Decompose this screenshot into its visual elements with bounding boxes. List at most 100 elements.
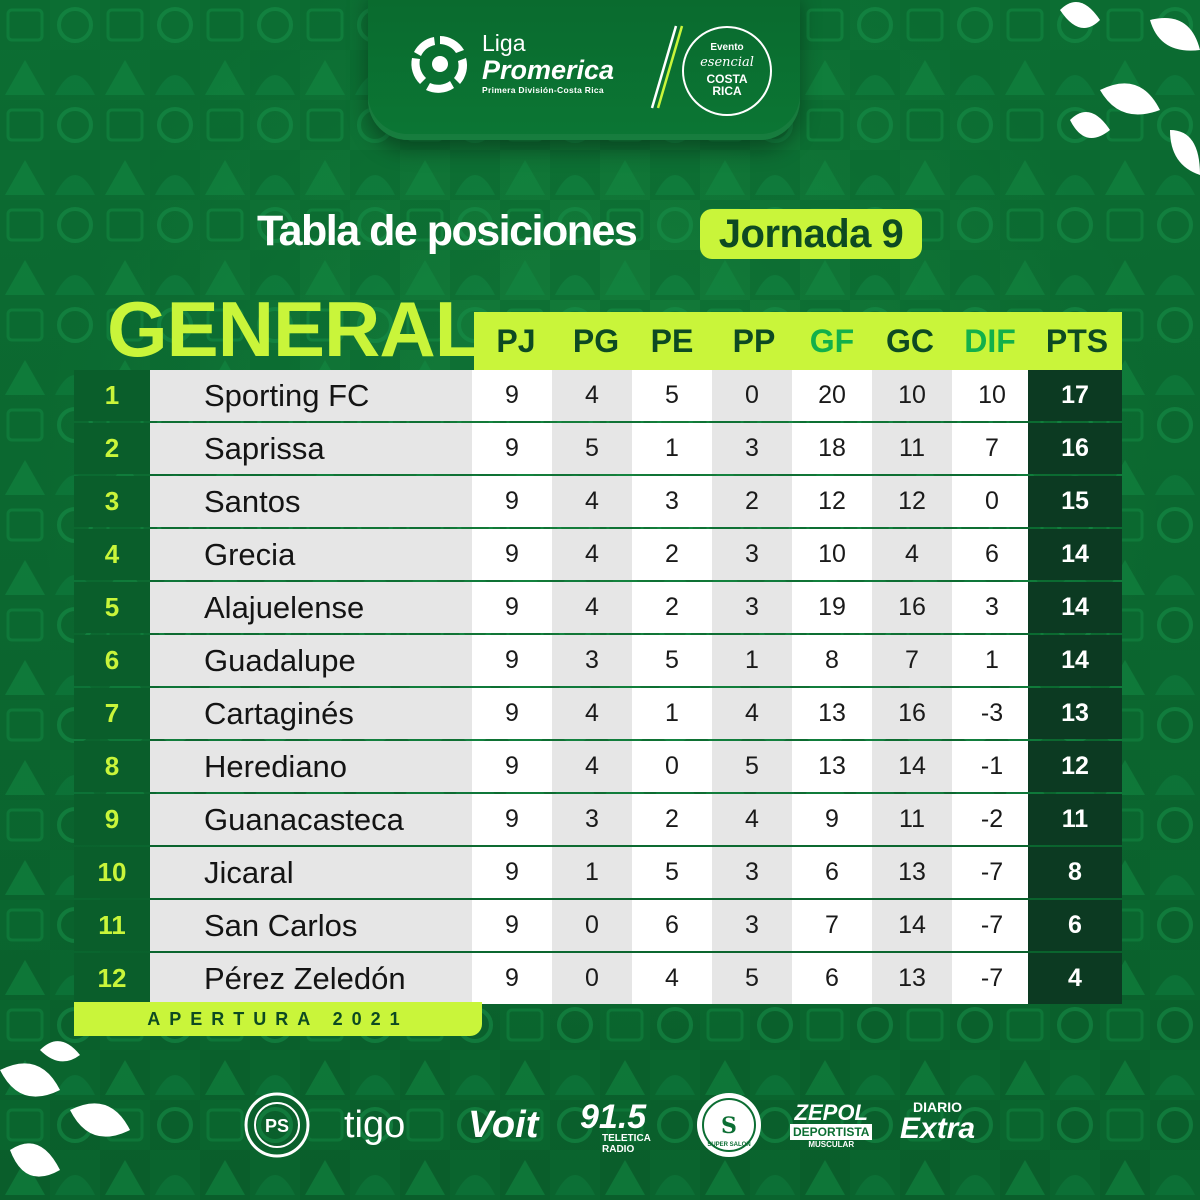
stat-pts: 16 xyxy=(1028,423,1122,474)
stat-pe: 6 xyxy=(632,900,712,951)
stat-pts: 14 xyxy=(1028,529,1122,580)
stat-pg: 3 xyxy=(552,794,632,845)
team-name: Herediano xyxy=(204,749,348,784)
zepol-line3: MUSCULAR xyxy=(808,1140,855,1149)
team-name: Saprissa xyxy=(204,431,325,466)
evento-line3b: RICA xyxy=(712,84,742,98)
stat-pj: 9 xyxy=(472,953,552,1004)
brand-big: Promerica xyxy=(482,55,615,85)
stat-dif: 3 xyxy=(952,582,1032,633)
stat-pj: 9 xyxy=(472,529,552,580)
table-row: 12 Pérez Zeledón 9 0 4 5 6 13 -7 4 xyxy=(74,953,1122,1006)
leaf-decoration-bottom-left-icon xyxy=(0,1041,130,1177)
stat-pj: 9 xyxy=(472,476,552,527)
position-cell: 4 xyxy=(74,529,150,580)
stat-gf: 20 xyxy=(792,370,872,421)
stat-pj: 9 xyxy=(472,635,552,686)
stat-gc: 14 xyxy=(872,900,952,951)
svg-text:PS: PS xyxy=(265,1116,289,1136)
diario-line2: Extra xyxy=(900,1112,976,1145)
super-salon-text: SUPER SALON xyxy=(707,1142,751,1148)
col-dif: DIF xyxy=(964,323,1016,359)
stat-pp: 4 xyxy=(712,688,792,739)
position-cell: 7 xyxy=(74,688,150,739)
stat-pg: 4 xyxy=(552,476,632,527)
radio-line1: TELETICA xyxy=(602,1133,651,1144)
stat-pp: 3 xyxy=(712,582,792,633)
table-row: 3 Santos 9 4 3 2 12 12 0 15 xyxy=(74,476,1122,529)
stat-pts: 14 xyxy=(1028,635,1122,686)
table-row: 1 Sporting FC 9 4 5 0 20 10 10 17 xyxy=(74,370,1122,423)
diario-extra-logo: DIARIO Extra xyxy=(900,1100,975,1144)
apertura-banner: APERTURA 2021 xyxy=(74,1002,482,1036)
zepol-line2: DEPORTISTA xyxy=(790,1124,873,1140)
evento-line3: COSTA RICA xyxy=(682,73,772,97)
stat-gf: 13 xyxy=(792,741,872,792)
team-name: Guanacasteca xyxy=(204,802,404,837)
evento-esencial-badge: Evento esencial COSTA RICA xyxy=(682,26,772,116)
team-name: Pérez Zeledón xyxy=(204,961,406,996)
stat-pj: 9 xyxy=(472,900,552,951)
stat-pj: 9 xyxy=(472,794,552,845)
stat-gf: 18 xyxy=(792,423,872,474)
stat-pg: 0 xyxy=(552,900,632,951)
team-name: Sporting FC xyxy=(204,378,370,413)
stat-gf: 6 xyxy=(792,953,872,1004)
col-gf: GF xyxy=(809,323,855,359)
col-pts: PTS xyxy=(1045,323,1109,359)
voit-logo: Voit xyxy=(468,1104,539,1146)
col-pp: PP xyxy=(732,323,776,359)
super-salon-logo: S SUPER SALON xyxy=(694,1090,764,1160)
stat-dif: 7 xyxy=(952,423,1032,474)
stat-dif: -3 xyxy=(952,688,1032,739)
svg-text:S: S xyxy=(721,1113,737,1139)
stat-gf: 6 xyxy=(792,847,872,898)
col-pg: PG xyxy=(572,323,620,359)
stat-gf: 19 xyxy=(792,582,872,633)
stat-pe: 3 xyxy=(632,476,712,527)
stat-pj: 9 xyxy=(472,688,552,739)
super-salon-icon: S xyxy=(697,1093,761,1157)
table-row: 9 Guanacasteca 9 3 2 4 9 11 -2 11 xyxy=(74,794,1122,847)
stat-pts: 6 xyxy=(1028,900,1122,951)
stat-pts: 14 xyxy=(1028,582,1122,633)
evento-line3a: COSTA xyxy=(706,72,748,86)
radio-number: 91.5 xyxy=(580,1098,647,1136)
table-row: 5 Alajuelense 9 4 2 3 19 16 3 14 xyxy=(74,582,1122,635)
table-row: 6 Guadalupe 9 3 5 1 8 7 1 14 xyxy=(74,635,1122,688)
stat-gc: 10 xyxy=(872,370,952,421)
stat-pe: 2 xyxy=(632,582,712,633)
stat-pg: 4 xyxy=(552,370,632,421)
stat-gf: 9 xyxy=(792,794,872,845)
stat-pp: 4 xyxy=(712,794,792,845)
position-cell: 1 xyxy=(74,370,150,421)
position-cell: 6 xyxy=(74,635,150,686)
jornada-badge: Jornada 9 xyxy=(700,209,922,259)
position-cell: 11 xyxy=(74,900,150,951)
stat-gc: 11 xyxy=(872,794,952,845)
table-row: 11 San Carlos 9 0 6 3 7 14 -7 6 xyxy=(74,900,1122,953)
stat-dif: -7 xyxy=(952,953,1032,1004)
column-headers: PJ PG PE PP GF GC DIF PTS xyxy=(474,312,1122,370)
team-name: Alajuelense xyxy=(204,590,365,625)
tigo-logo: tigo xyxy=(344,1104,406,1146)
stat-pg: 4 xyxy=(552,529,632,580)
stat-pg: 3 xyxy=(552,635,632,686)
stat-gf: 12 xyxy=(792,476,872,527)
diario-line1: DIARIO xyxy=(913,1099,963,1115)
stat-gf: 7 xyxy=(792,900,872,951)
stat-gc: 16 xyxy=(872,582,952,633)
stat-pe: 2 xyxy=(632,794,712,845)
stat-pg: 5 xyxy=(552,423,632,474)
stat-pj: 9 xyxy=(472,370,552,421)
radio-line2: RADIO xyxy=(602,1144,635,1155)
stat-pp: 5 xyxy=(712,741,792,792)
position-cell: 10 xyxy=(74,847,150,898)
zepol-line1: ZEPOL xyxy=(794,1100,868,1125)
stat-gc: 4 xyxy=(872,529,952,580)
position-cell: 9 xyxy=(74,794,150,845)
table-row: 4 Grecia 9 4 2 3 10 4 6 14 xyxy=(74,529,1122,582)
general-heading: GENERAL xyxy=(107,285,482,373)
stat-pe: 1 xyxy=(632,688,712,739)
stat-dif: 1 xyxy=(952,635,1032,686)
